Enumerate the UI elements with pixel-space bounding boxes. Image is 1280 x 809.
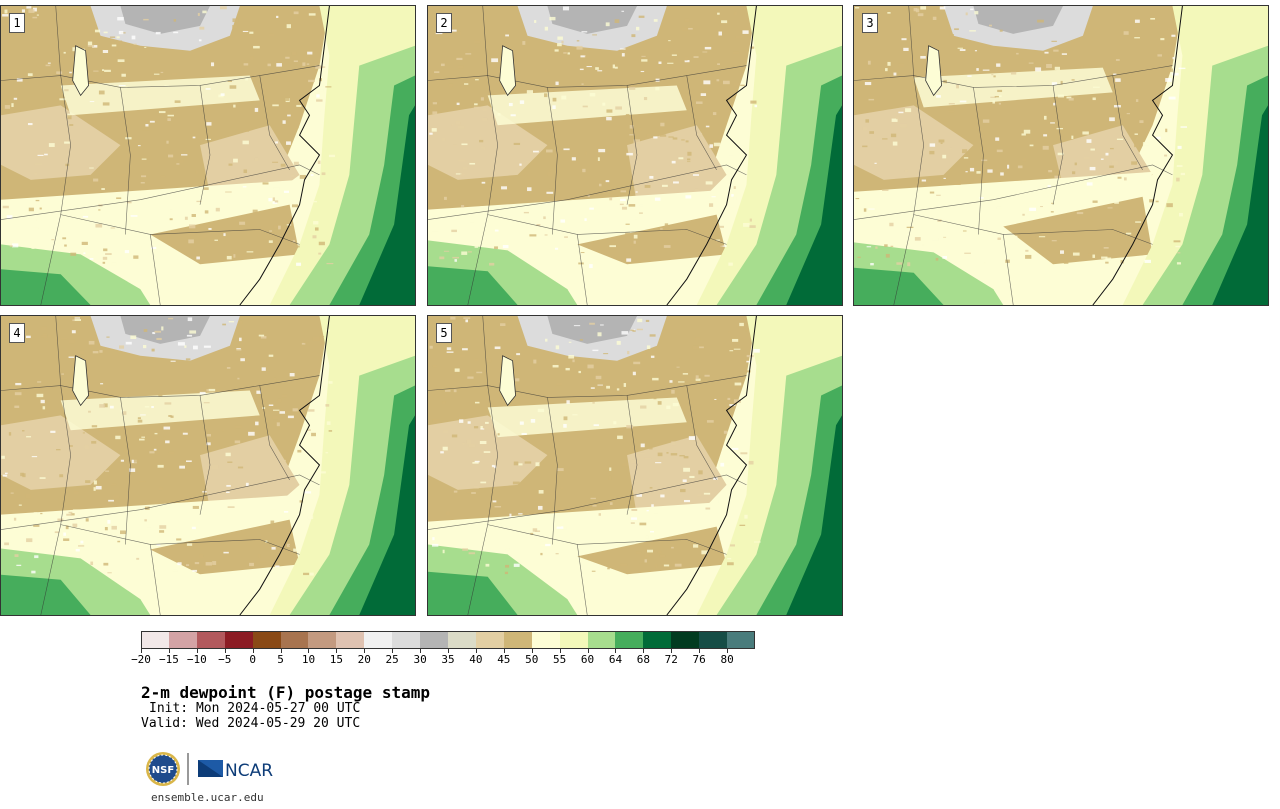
colorbar-tick (531, 649, 533, 653)
colorbar-swatch (252, 631, 282, 649)
colorbar-tick-label: −5 (218, 653, 232, 666)
colorbar-tick (168, 649, 170, 653)
colorbar-tick (336, 649, 338, 653)
postage-stamp-panel-2: 2 (427, 5, 843, 306)
postage-stamp-panel-5: 5 (427, 315, 843, 616)
colorbar-tick-label: 64 (608, 653, 623, 666)
colorbar-tick (475, 649, 477, 653)
colorbar-tick-label: 76 (692, 653, 706, 666)
nsf-logo-text: NSF (152, 765, 174, 776)
colorbar-tick (503, 649, 505, 653)
colorbar-tick-label: 0 (249, 653, 256, 666)
colorbar-tick (699, 649, 701, 653)
colorbar-tick (671, 649, 673, 653)
colorbar-tick (727, 649, 729, 653)
colorbar-swatch (280, 631, 309, 649)
colorbar-tick-label: 35 (441, 653, 455, 666)
colorbar-tick (252, 649, 254, 653)
panel-number: 1 (9, 13, 25, 33)
postage-stamp-panel-4: 4 (0, 315, 416, 616)
colorbar-tick (615, 649, 617, 653)
colorbar-tick-label: 72 (664, 653, 678, 666)
dewpoint-map-2 (428, 6, 842, 305)
logos: NSF NCAR (145, 750, 275, 788)
colorbar-swatch (531, 631, 561, 649)
valid-time: Valid: Wed 2024-05-29 20 UTC (141, 716, 361, 731)
colorbar-tick (280, 649, 282, 653)
colorbar-swatch (448, 631, 477, 649)
colorbar-tick-label: 5 (277, 653, 284, 666)
postage-stamp-panel-1: 1 (0, 5, 416, 306)
colorbar-swatch (587, 631, 616, 649)
colorbar-swatch (727, 631, 756, 649)
colorbar-tick (448, 649, 449, 653)
colorbar-tick-label: 40 (469, 653, 483, 666)
colorbar-ticks (141, 649, 755, 653)
colorbar-tick-label: 45 (497, 653, 511, 666)
dewpoint-map-3 (854, 6, 1268, 305)
nsf-logo[interactable]: NSF (146, 752, 180, 786)
postage-stamp-panel-3: 3 (853, 5, 1269, 306)
colorbar-swatch (364, 631, 393, 649)
colorbar-labels: −20 −15 −10 −5 0 5 10 15 20 25 30 35 40 45 50 55 60 64 68 7… (131, 653, 755, 667)
colorbar-tick (141, 649, 142, 653)
ncar-logo-text: NCAR (225, 761, 273, 781)
panel-number: 3 (862, 13, 878, 33)
colorbar-swatch (168, 631, 198, 649)
colorbar-tick (308, 649, 310, 653)
colorbar-tick-label: −20 (131, 653, 151, 666)
colorbar-tick-label: 68 (636, 653, 650, 666)
colorbar-swatch (699, 631, 728, 649)
colorbar-tick-label: −15 (158, 653, 179, 666)
colorbar-tick (587, 649, 589, 653)
colorbar-tick-label: 25 (385, 653, 399, 666)
colorbar-swatch (224, 631, 254, 649)
colorbar-tick (420, 649, 422, 653)
colorbar-tick-label: −10 (186, 653, 207, 666)
colorbar-swatch (420, 631, 449, 649)
plot-title: 2-m dewpoint (F) postage stamp (141, 683, 430, 702)
colorbar-swatch (615, 631, 644, 649)
colorbar-tick-label: 30 (413, 653, 427, 666)
colorbar-swatch (392, 631, 421, 649)
colorbar-swatch (196, 631, 226, 649)
colorbar-tick (364, 649, 366, 653)
colorbar-swatch (475, 631, 505, 649)
panel-number: 5 (436, 323, 452, 343)
colorbar-swatch (308, 631, 337, 649)
colorbar-tick-label: 20 (357, 653, 371, 666)
panel-number: 4 (9, 323, 25, 343)
colorbar (141, 631, 756, 649)
colorbar-tick-label: 50 (525, 653, 539, 666)
colorbar-swatch (141, 631, 170, 649)
colorbar-tick (559, 649, 561, 653)
init-time: Init: Mon 2024-05-27 00 UTC (149, 701, 361, 716)
dewpoint-map-1 (1, 6, 415, 305)
colorbar-tick (643, 649, 645, 653)
colorbar-swatch (671, 631, 700, 649)
panel-number: 2 (436, 13, 452, 33)
ncar-logo[interactable]: NCAR (198, 760, 273, 781)
colorbar-tick-label: 80 (720, 653, 734, 666)
colorbar-tick-label: 15 (329, 653, 343, 666)
dewpoint-map-5 (428, 316, 842, 615)
dewpoint-map-4 (1, 316, 415, 615)
colorbar-swatch (503, 631, 533, 649)
colorbar-swatch (559, 631, 589, 649)
site-link[interactable]: ensemble.ucar.edu (151, 791, 264, 804)
colorbar-tick-label: 55 (553, 653, 567, 666)
colorbar-tick-label: 60 (580, 653, 595, 666)
colorbar-tick-label: 10 (301, 653, 316, 666)
colorbar-tick (224, 649, 226, 653)
colorbar-tick (392, 649, 394, 653)
colorbar-swatch (643, 631, 672, 649)
colorbar-tick (196, 649, 198, 653)
colorbar-swatch (336, 631, 365, 649)
